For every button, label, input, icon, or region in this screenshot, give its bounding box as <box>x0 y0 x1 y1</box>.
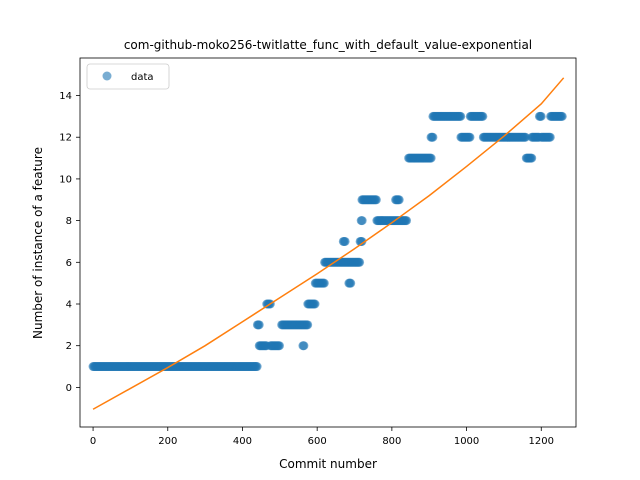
data-point <box>340 236 350 246</box>
data-point <box>394 195 404 205</box>
data-point <box>346 278 356 288</box>
x-tick-label: 400 <box>233 436 252 447</box>
chart-title: com-github-moko256-twitlatte_func_with_d… <box>124 38 532 52</box>
legend-marker <box>102 71 112 81</box>
x-tick-label: 200 <box>158 436 177 447</box>
data-point <box>252 362 262 372</box>
y-ticks: 0 2 4 6 8 10 12 14 <box>59 91 80 394</box>
data-point <box>319 278 329 288</box>
y-tick-label: 0 <box>66 383 72 394</box>
data-point <box>310 299 320 309</box>
legend-box <box>86 63 170 90</box>
data-point <box>426 153 436 163</box>
data-point <box>402 216 412 226</box>
fit-line <box>92 77 565 410</box>
data-point <box>299 341 309 351</box>
y-tick-label: 14 <box>59 91 72 102</box>
x-axis-label: Commit number <box>279 457 377 471</box>
x-tick-label: 800 <box>382 436 401 447</box>
x-tick-label: 0 <box>90 436 96 447</box>
y-tick-label: 12 <box>59 133 72 144</box>
data-point <box>521 132 530 142</box>
y-tick-label: 8 <box>66 216 72 227</box>
data-point <box>371 195 381 205</box>
x-tick-label: 600 <box>308 436 327 447</box>
x-ticks: 0 200 400 600 800 1000 1200 <box>90 427 554 447</box>
data-point <box>545 132 555 142</box>
data-point <box>355 257 365 267</box>
data-point <box>303 320 313 330</box>
x-tick-label: 1000 <box>454 436 479 447</box>
y-tick-label: 4 <box>66 300 72 311</box>
x-tick-label: 1200 <box>529 436 554 447</box>
axes-frame <box>79 57 577 428</box>
legend: data <box>86 63 170 90</box>
data-point <box>357 236 367 246</box>
data-point <box>527 153 537 163</box>
data-point <box>536 111 546 121</box>
legend-label: data <box>131 72 154 83</box>
data-point <box>254 320 264 330</box>
data-point <box>465 132 475 142</box>
data-point <box>274 341 284 351</box>
y-tick-label: 6 <box>66 258 72 269</box>
plot-marks <box>88 77 567 410</box>
data-point <box>478 111 488 121</box>
data-point <box>428 132 438 142</box>
y-tick-label: 2 <box>66 341 72 352</box>
y-tick-label: 10 <box>59 174 72 185</box>
y-axis-label: Number of instance of a feature <box>31 147 45 339</box>
data-point <box>456 111 466 121</box>
data-point <box>357 216 367 226</box>
data-point <box>557 111 567 121</box>
